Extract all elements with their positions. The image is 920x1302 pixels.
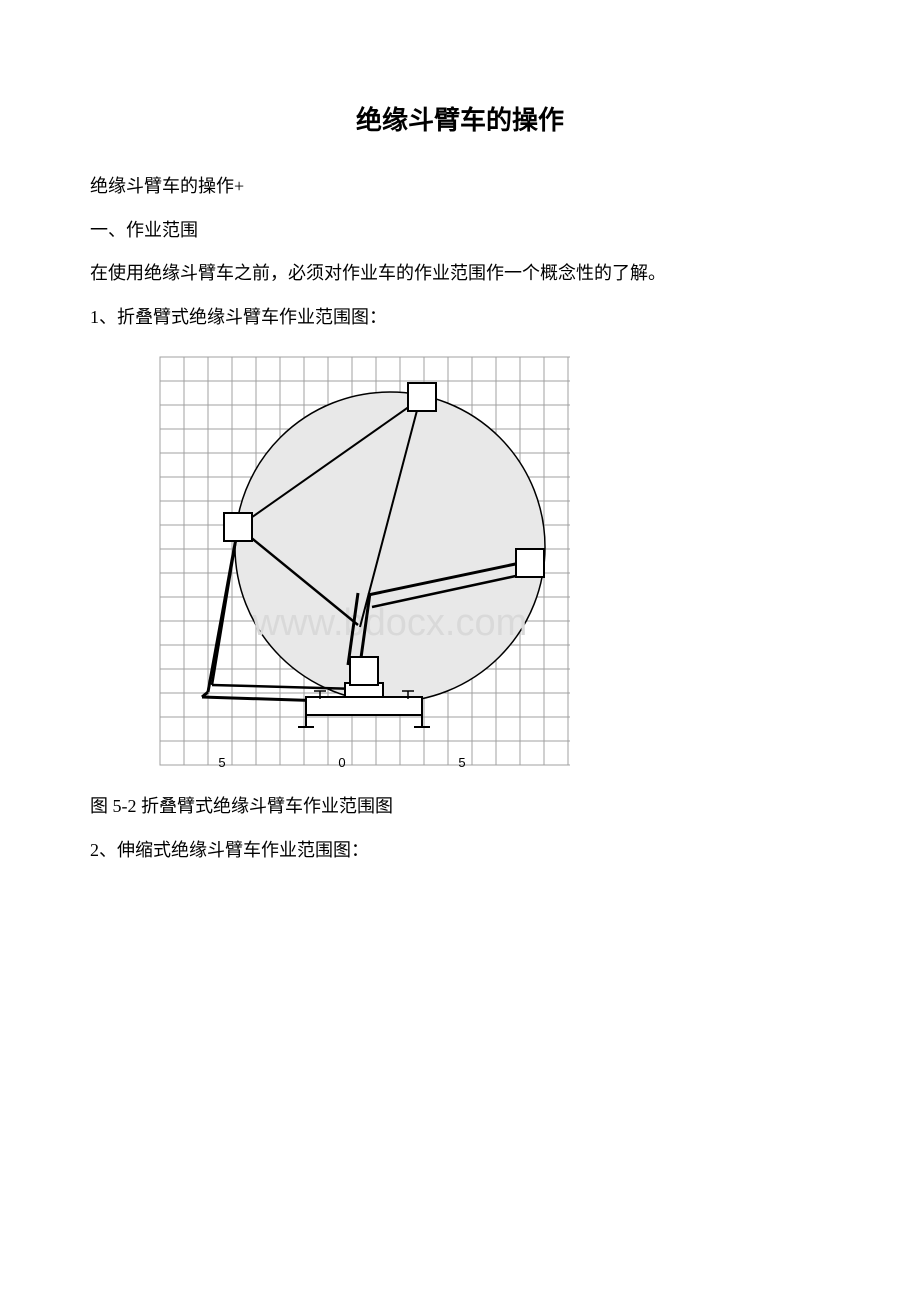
body-line-3: 在使用绝缘斗臂车之前，必须对作业车的作业范围作一个概念性的了解。 (90, 254, 830, 294)
working-range-diagram: www.bdocx.com17m151050505 (110, 347, 570, 767)
svg-text:0: 0 (338, 755, 345, 767)
body-line-1: 绝缘斗臂车的操作+ (90, 167, 830, 207)
body-line-4: 1、折叠臂式绝缘斗臂车作业范围图： (90, 298, 830, 338)
document-title: 绝缘斗臂车的操作 (90, 100, 830, 137)
body-line-2: 一、作业范围 (90, 211, 830, 251)
body-line-5: 2、伸缩式绝缘斗臂车作业范围图： (90, 831, 830, 871)
figure-caption: 图 5-2 折叠臂式绝缘斗臂车作业范围图 (90, 787, 830, 827)
svg-text:5: 5 (458, 755, 465, 767)
diagram-container: www.bdocx.com17m151050505 (110, 347, 830, 767)
svg-text:5: 5 (218, 755, 225, 767)
watermark-text: www.bdocx.com (252, 602, 528, 644)
